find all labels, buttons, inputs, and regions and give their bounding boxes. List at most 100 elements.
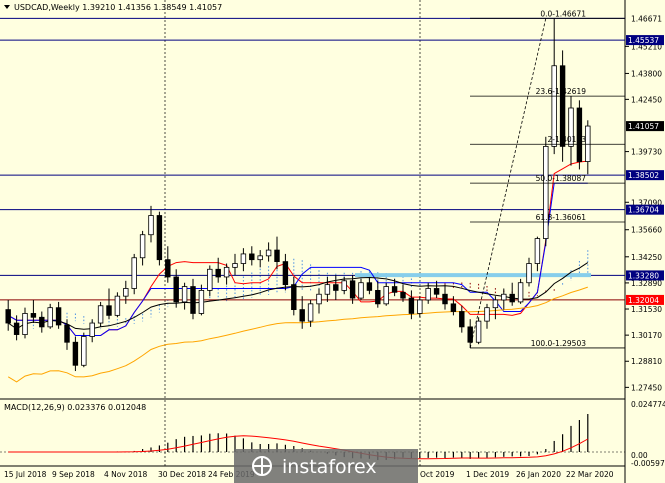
candle-body (232, 263, 238, 268)
candle-body (459, 311, 465, 328)
macd-label: MACD(12,26,9) 0.023376 0.012048 (4, 403, 146, 412)
candle-body (240, 253, 247, 264)
candle-body (526, 263, 532, 284)
candles (5, 18, 591, 372)
time-label: 22 Mar 2020 (566, 470, 614, 479)
candle-body (517, 282, 524, 303)
price-tick-label: 1.45210 (631, 42, 662, 51)
price-badge (626, 204, 664, 215)
candle-body (307, 303, 314, 322)
kijun-line (7, 182, 588, 336)
price-badge-label: 1.45537 (628, 36, 659, 45)
candle-body (39, 316, 45, 328)
price-tick-label: 1.34250 (631, 253, 662, 262)
candle-body (425, 288, 431, 301)
candle-body (114, 295, 121, 316)
candle-body (492, 299, 499, 309)
candle-body (358, 282, 364, 299)
top-price-label: 1.46671 (631, 14, 662, 23)
candle-body (30, 313, 37, 318)
price-tick-label: 1.28810 (631, 357, 662, 366)
candle-body (559, 65, 566, 147)
price-tick-label: 1.35660 (631, 226, 662, 235)
fib-label: 0.0-1.46671 (540, 9, 586, 18)
candle-body (207, 268, 213, 291)
macd-tick-label: 0.024774 (631, 400, 665, 409)
time-label: 26 Jan 2020 (516, 470, 561, 479)
candle-body (475, 320, 482, 343)
candle-body (534, 238, 541, 264)
price-tick-label: 1.39730 (631, 148, 662, 157)
candle-body (299, 309, 305, 322)
candle-body (131, 257, 137, 289)
candle-body (13, 322, 20, 335)
price-badge-label: 1.38502 (628, 171, 659, 180)
price-badge-label: 1.32004 (628, 296, 659, 305)
candle-body (442, 293, 448, 305)
time-label: 4 Nov 2018 (104, 470, 147, 479)
candle-body (383, 286, 389, 305)
candle-body (375, 289, 381, 305)
price-tick-label: 1.42450 (631, 95, 662, 104)
candle-body (291, 284, 297, 311)
price-badge-label: 1.36704 (628, 206, 659, 215)
candle-body (22, 313, 28, 335)
candle-body (139, 234, 146, 259)
candle-body (89, 322, 95, 337)
price-badge (626, 270, 664, 281)
price-badge (626, 294, 664, 305)
candle-body (81, 336, 87, 366)
candle-body (349, 280, 356, 299)
candle-body (585, 125, 591, 162)
moving-average-long-line (7, 286, 588, 383)
candle-body (433, 288, 440, 295)
candle-body (417, 299, 423, 314)
candle-body (484, 307, 490, 322)
candle-body (198, 289, 205, 314)
candle-body (190, 286, 196, 314)
time-axis: 15 Jul 2018 9 Sep 2018 4 Nov 2018 30 Dec 20… (4, 470, 614, 479)
candle-body (181, 286, 188, 303)
candle-body (366, 282, 373, 291)
chart-header: USDCAD,Weekly 1.39210 1.41356 1.38549 1.… (14, 3, 222, 12)
candle-body (106, 305, 112, 316)
candle-body (5, 309, 11, 324)
price-tick-label: 1.43800 (631, 69, 662, 78)
fib-label: 100.0-1.29503 (531, 339, 586, 348)
candle-body (576, 107, 583, 162)
candle-body (467, 326, 473, 343)
instaforex-logo-icon (252, 456, 272, 476)
candle-body (333, 284, 339, 291)
candle-body (97, 305, 104, 324)
candle-body (282, 261, 289, 286)
candle-body (249, 253, 255, 261)
candle-body (568, 107, 574, 147)
fib-label: 23.6-1.42619 (536, 87, 587, 96)
fib-label: 50.0-1.38087 (536, 174, 587, 183)
price-tick-label: 1.37090 (631, 198, 662, 207)
candle-body (509, 293, 515, 303)
triangle-down-icon[interactable] (4, 5, 10, 9)
trend-line (469, 18, 547, 349)
candle-body (400, 291, 406, 299)
time-label: 15 Jul 2018 (4, 470, 47, 479)
watermark-text: instaforex (282, 456, 377, 478)
candle-body (551, 65, 557, 147)
time-label: 9 Sep 2018 (52, 470, 95, 479)
macd-tick-label: -0.005973 (631, 459, 665, 468)
price-badges: 1.45537 1.41057 1.38502 1.36704 1.33280 1.320… (626, 35, 664, 305)
grid (164, 0, 421, 466)
moving-average-line (7, 262, 589, 330)
candle-body (215, 268, 221, 278)
price-tick-label: 1.31530 (631, 305, 662, 314)
candle-body (341, 280, 347, 291)
candle-body (501, 293, 507, 301)
time-label: 24 Feb 2019 (208, 470, 255, 479)
candle-body (148, 215, 154, 236)
price-tick-label: 1.32890 (631, 279, 662, 288)
candle-body (408, 297, 415, 314)
price-badge (626, 170, 664, 181)
price-tick-label: 1.27450 (631, 383, 662, 392)
candle-body (55, 307, 62, 326)
